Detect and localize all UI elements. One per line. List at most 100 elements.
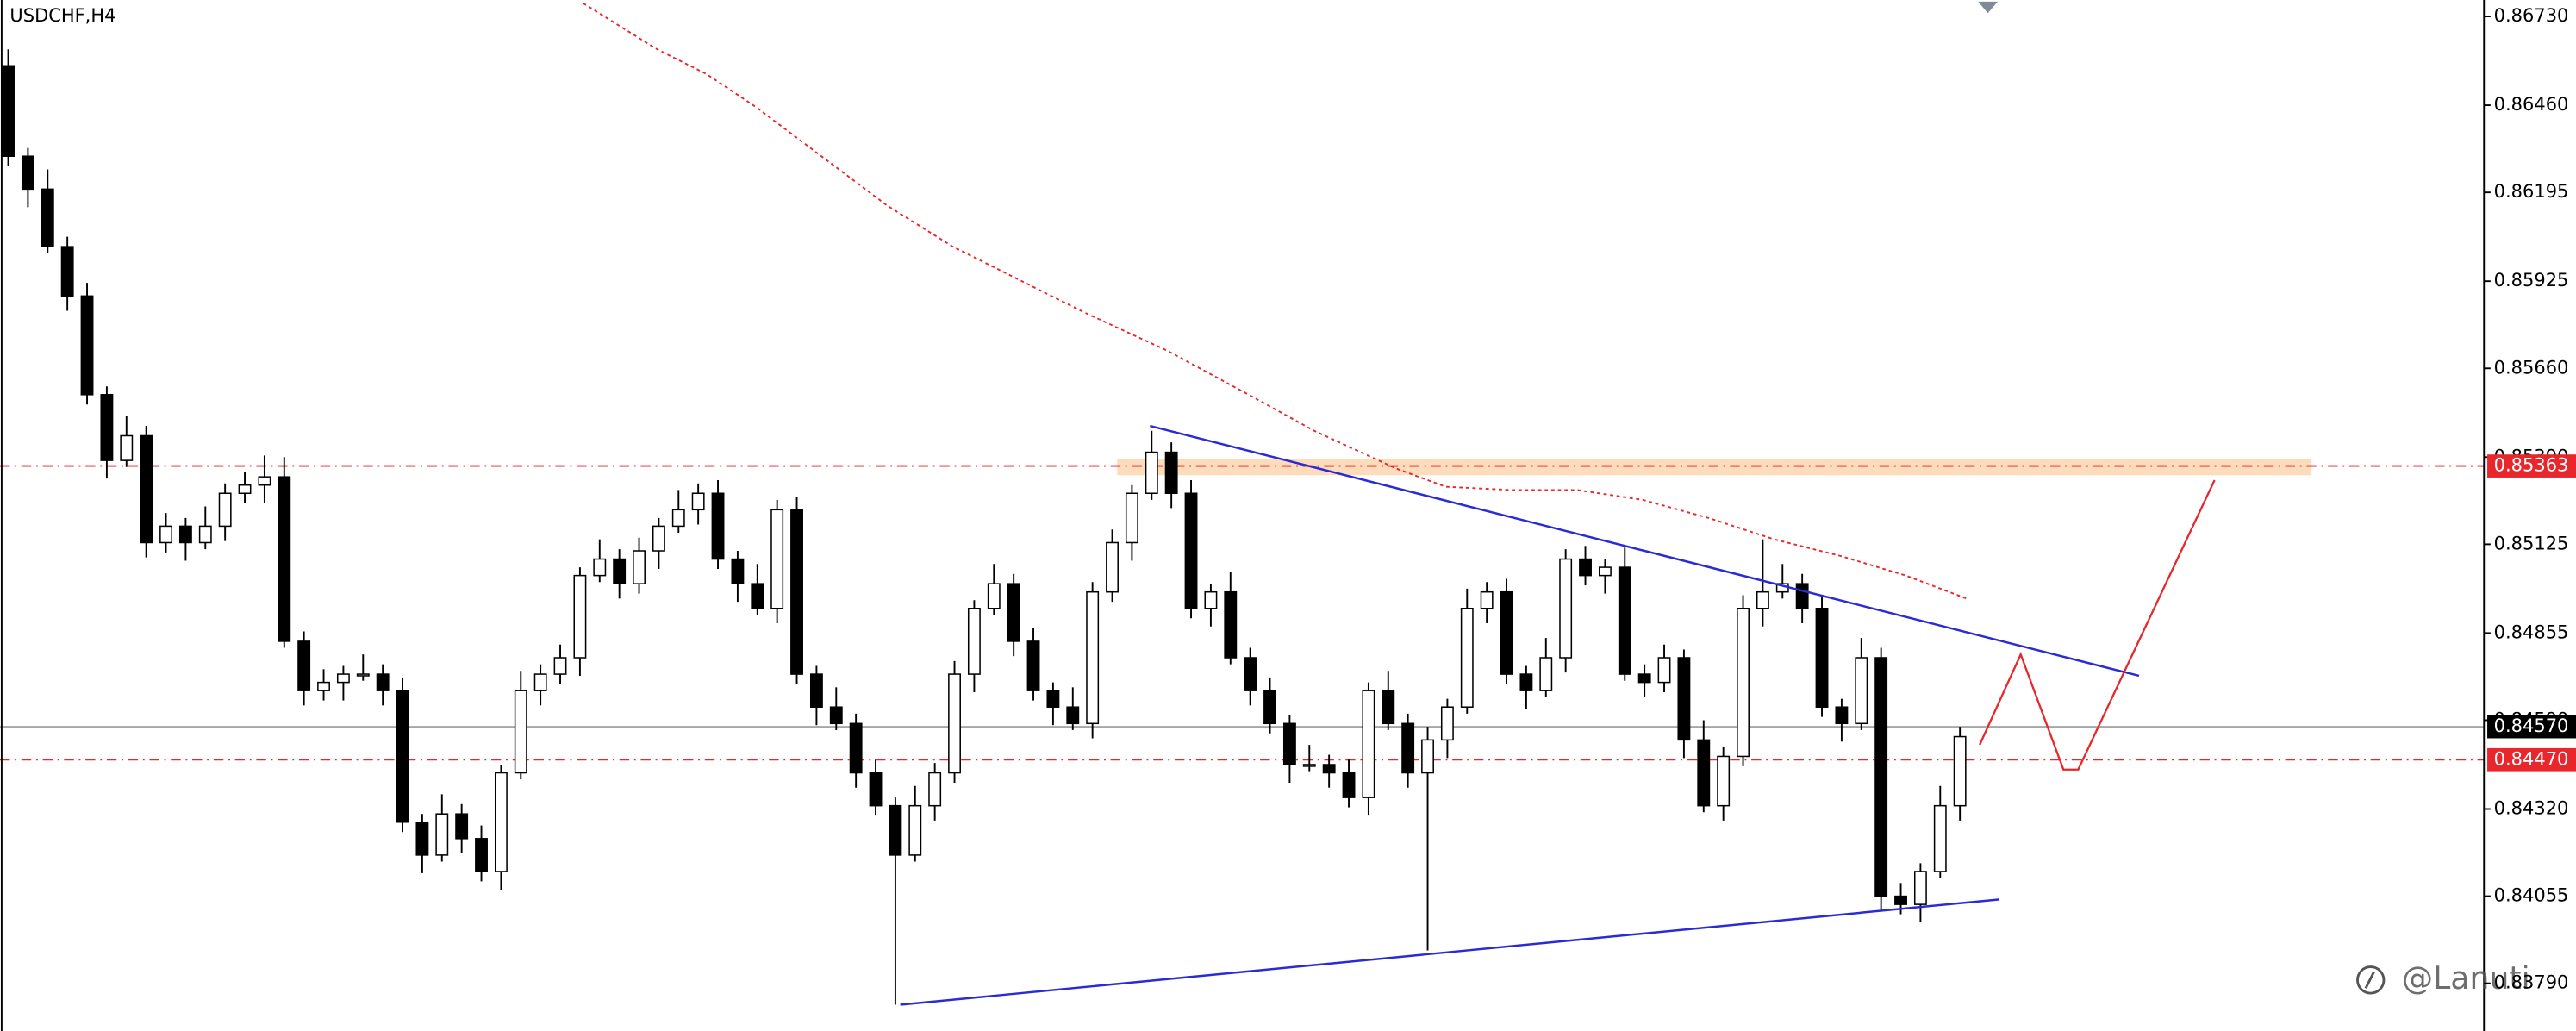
resistance-trendline <box>1150 424 2140 678</box>
candle-body <box>356 673 370 677</box>
candle-body <box>60 246 74 297</box>
candle-body <box>218 492 232 528</box>
candle-body <box>198 525 212 544</box>
candle-body <box>1874 657 1888 897</box>
candle-body <box>908 804 922 856</box>
moving-average <box>583 3 1968 600</box>
candle-body <box>809 673 823 708</box>
candle-body <box>1835 706 1849 725</box>
candle-body <box>770 509 784 609</box>
candle-body <box>1815 608 1829 708</box>
candle-body <box>1657 657 1671 684</box>
candle-body <box>1401 722 1415 774</box>
y-tick-label: 0.85925 <box>2494 270 2569 291</box>
price-level-label: 0.85363 <box>2494 455 2569 476</box>
candle-body <box>258 476 271 486</box>
candle-body <box>869 772 883 807</box>
price-level-label: 0.84470 <box>2494 748 2569 769</box>
candle-body <box>1046 690 1060 708</box>
candle-body <box>415 821 429 856</box>
candle-body <box>1007 583 1020 642</box>
candle-body <box>1224 590 1238 659</box>
candle-body <box>1302 764 1316 767</box>
candle-body <box>613 558 627 584</box>
candle-body <box>376 673 390 691</box>
shift-marker <box>1978 1 1998 14</box>
candle-body <box>533 673 547 691</box>
y-tick-label: 0.84055 <box>2494 885 2569 906</box>
candle-body <box>633 550 646 584</box>
candle-body <box>396 690 409 823</box>
candle-body <box>100 394 114 461</box>
chart-title: USDCHF,H4 <box>9 5 115 26</box>
drawings <box>583 3 2312 600</box>
candle-body <box>1559 558 1573 659</box>
y-tick-label: 0.86460 <box>2494 94 2569 115</box>
candle-body <box>1342 772 1356 798</box>
candle-body <box>317 681 330 691</box>
candle-body <box>1184 492 1198 609</box>
candle-body <box>21 155 34 191</box>
candle-body <box>790 509 803 675</box>
candle-body <box>80 295 94 396</box>
candle-body <box>238 484 252 495</box>
candle-body <box>1322 764 1336 774</box>
candle-body <box>553 657 567 675</box>
candle-body <box>1500 590 1513 675</box>
candle-body <box>829 706 843 725</box>
candle-body <box>849 722 863 774</box>
candle-body <box>1204 590 1218 609</box>
candle-body <box>1795 583 1809 609</box>
candle-body <box>1933 804 1947 872</box>
candle-body <box>1026 640 1040 691</box>
y-tick-label: 0.83790 <box>2494 972 2569 993</box>
candle-body <box>1125 492 1138 544</box>
candle-body <box>1066 706 1080 725</box>
candle-body <box>731 558 745 584</box>
candle-body <box>1717 755 1731 807</box>
candle-body <box>1263 690 1276 725</box>
candle-body <box>1756 590 1769 609</box>
candle-body <box>1145 451 1158 495</box>
y-tick-label: 0.84855 <box>2494 622 2569 642</box>
candle-body <box>573 574 587 659</box>
candle-body <box>336 673 350 684</box>
candle-body <box>2 65 15 157</box>
price-level-tag <box>2487 715 2576 739</box>
candle-body <box>435 813 449 856</box>
candle-body <box>1244 657 1257 691</box>
candle-body <box>1737 608 1750 758</box>
candle-body <box>967 608 981 675</box>
candle-body <box>1460 608 1474 708</box>
y-tick-label: 0.84320 <box>2494 797 2569 818</box>
candle-body <box>1480 590 1494 609</box>
candle-body <box>1953 735 1967 807</box>
candle-body <box>987 583 1001 609</box>
y-tick-label: 0.85660 <box>2494 357 2569 378</box>
candle-body <box>494 772 508 872</box>
candle-body <box>928 772 942 807</box>
candle-body <box>751 583 764 609</box>
candle-body <box>140 434 153 544</box>
price-level-tag <box>2487 454 2576 478</box>
projection-path <box>1978 479 2216 771</box>
candle-body <box>41 188 54 247</box>
candle-body <box>159 525 172 544</box>
candle-body <box>948 673 961 774</box>
candle-body <box>1421 739 1434 774</box>
y-tick-label: 0.86730 <box>2494 5 2569 26</box>
candle-body <box>711 492 725 560</box>
candle-body <box>475 838 488 872</box>
candle-body <box>1382 690 1395 725</box>
candle-body <box>1086 590 1100 725</box>
candle-body <box>1519 673 1533 691</box>
candle-body <box>455 813 469 840</box>
y-tick-label: 0.86195 <box>2494 181 2569 202</box>
support-trendline <box>900 898 2000 1006</box>
candle-body <box>1362 690 1375 798</box>
candle-body <box>691 492 705 511</box>
candle-body <box>278 476 291 642</box>
